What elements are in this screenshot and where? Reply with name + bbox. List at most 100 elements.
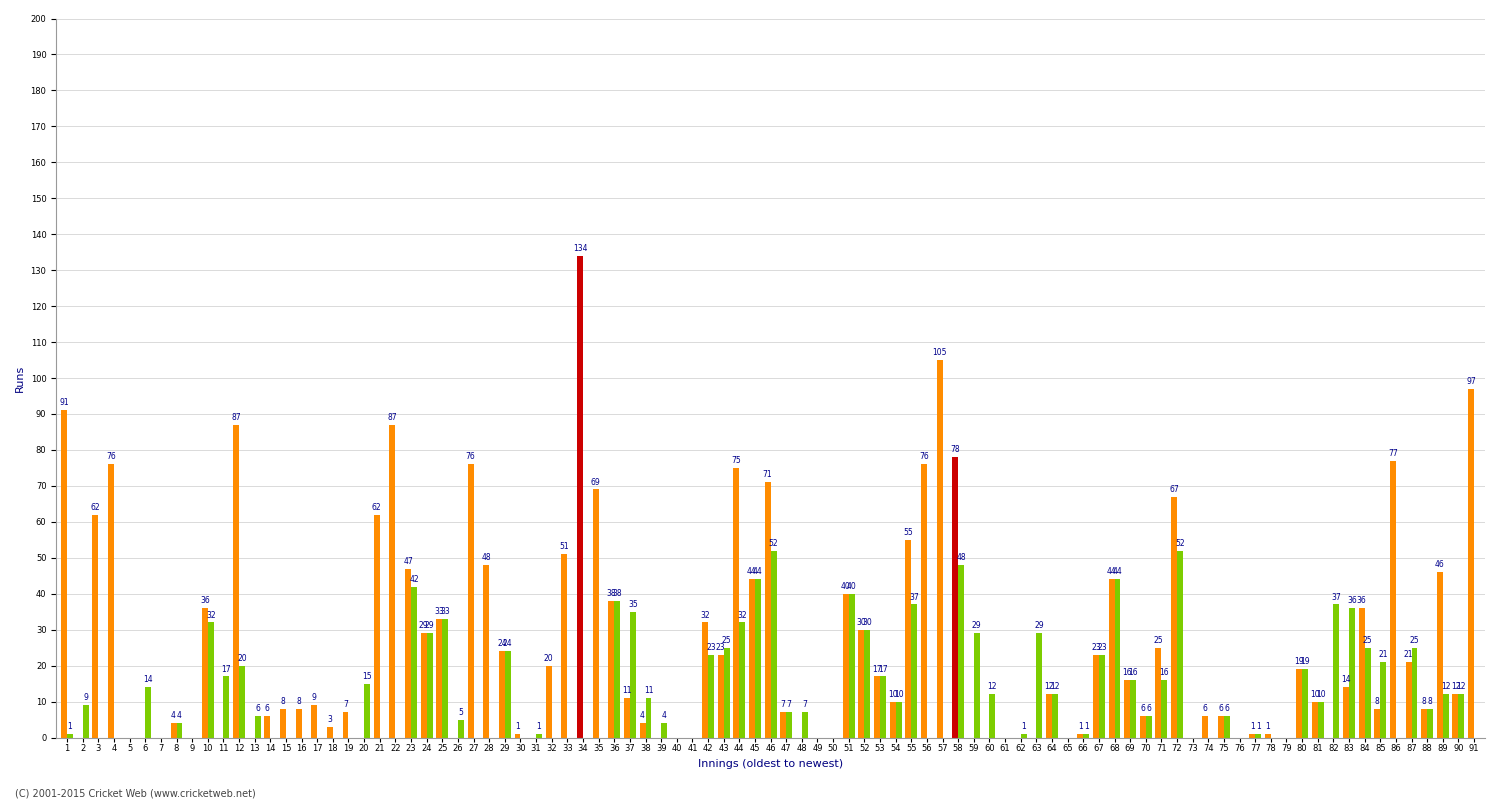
Text: 23: 23 <box>1096 643 1107 652</box>
Bar <box>614 601 620 738</box>
Bar <box>645 698 651 738</box>
Text: 4: 4 <box>177 711 182 720</box>
Bar <box>62 410 68 738</box>
Text: 37: 37 <box>909 593 920 602</box>
Bar <box>1094 655 1100 738</box>
Bar <box>958 565 964 738</box>
Bar <box>1124 680 1130 738</box>
Text: 67: 67 <box>1168 485 1179 494</box>
Bar <box>630 612 636 738</box>
Bar <box>990 694 996 738</box>
Bar <box>639 723 645 738</box>
Text: 1: 1 <box>514 722 520 731</box>
Bar <box>765 482 771 738</box>
Text: 1: 1 <box>1266 722 1270 731</box>
Text: 76: 76 <box>465 453 476 462</box>
Text: 33: 33 <box>441 607 450 616</box>
Bar <box>1146 716 1152 738</box>
Bar <box>506 651 512 738</box>
Bar <box>1100 655 1106 738</box>
Bar <box>1468 389 1474 738</box>
Text: 6: 6 <box>1203 704 1208 713</box>
Bar <box>912 605 916 738</box>
Bar <box>740 622 746 738</box>
Text: 35: 35 <box>628 600 638 609</box>
Text: 30: 30 <box>856 618 867 626</box>
Y-axis label: Runs: Runs <box>15 364 26 392</box>
Text: 12: 12 <box>987 682 998 691</box>
Text: 6: 6 <box>266 704 270 713</box>
Bar <box>1342 687 1348 738</box>
Bar <box>420 634 426 738</box>
Bar <box>68 734 74 738</box>
Text: 24: 24 <box>496 639 507 648</box>
Bar <box>468 464 474 738</box>
Text: 1: 1 <box>68 722 72 731</box>
Text: 51: 51 <box>560 542 568 551</box>
Bar <box>108 464 114 738</box>
Bar <box>1250 734 1256 738</box>
Text: 8: 8 <box>1428 697 1432 706</box>
Bar <box>374 514 380 738</box>
Text: 36: 36 <box>200 596 210 606</box>
Bar <box>1130 680 1136 738</box>
Bar <box>1264 734 1270 738</box>
Bar <box>1140 716 1146 738</box>
Text: 32: 32 <box>700 610 709 619</box>
Text: 87: 87 <box>387 413 398 422</box>
Bar <box>224 676 230 738</box>
Bar <box>296 709 302 738</box>
Bar <box>1020 734 1026 738</box>
Bar <box>771 550 777 738</box>
Bar <box>1365 648 1371 738</box>
Text: 8: 8 <box>1422 697 1426 706</box>
Bar <box>936 360 942 738</box>
Bar <box>734 468 740 738</box>
Text: 37: 37 <box>1332 593 1341 602</box>
Text: 7: 7 <box>344 701 348 710</box>
Bar <box>662 723 668 738</box>
Text: 97: 97 <box>1466 377 1476 386</box>
Text: 6: 6 <box>1146 704 1150 713</box>
Text: 8: 8 <box>296 697 302 706</box>
Text: 44: 44 <box>747 567 758 577</box>
Text: 3: 3 <box>327 715 333 724</box>
Bar <box>754 579 760 738</box>
Text: 6: 6 <box>255 704 260 713</box>
Text: 1: 1 <box>1250 722 1254 731</box>
Bar <box>442 619 448 738</box>
Text: 17: 17 <box>222 665 231 674</box>
Text: 30: 30 <box>862 618 871 626</box>
Bar <box>1406 662 1411 738</box>
Text: 12: 12 <box>1450 682 1460 691</box>
Bar <box>458 719 464 738</box>
Bar <box>426 634 432 738</box>
Text: 48: 48 <box>957 553 966 562</box>
Bar <box>1426 709 1432 738</box>
Text: 62: 62 <box>372 502 381 512</box>
Bar <box>405 569 411 738</box>
Bar <box>255 716 261 738</box>
Text: 9: 9 <box>312 694 316 702</box>
Bar <box>93 514 99 738</box>
Bar <box>890 702 896 738</box>
Text: 76: 76 <box>106 453 116 462</box>
Text: 1: 1 <box>1078 722 1083 731</box>
Bar <box>561 554 567 738</box>
Text: 19: 19 <box>1300 658 1310 666</box>
Text: 10: 10 <box>888 690 897 698</box>
Text: 14: 14 <box>144 675 153 684</box>
Text: 134: 134 <box>573 244 588 253</box>
Text: 78: 78 <box>951 446 960 454</box>
Text: 7: 7 <box>786 701 792 710</box>
Bar <box>390 425 396 738</box>
Text: 55: 55 <box>903 528 914 537</box>
Bar <box>264 716 270 738</box>
Bar <box>238 666 244 738</box>
Text: 20: 20 <box>544 654 554 662</box>
Text: 10: 10 <box>1316 690 1326 698</box>
Bar <box>906 540 912 738</box>
Text: 33: 33 <box>435 607 444 616</box>
Bar <box>1036 634 1042 738</box>
Text: 62: 62 <box>90 502 101 512</box>
